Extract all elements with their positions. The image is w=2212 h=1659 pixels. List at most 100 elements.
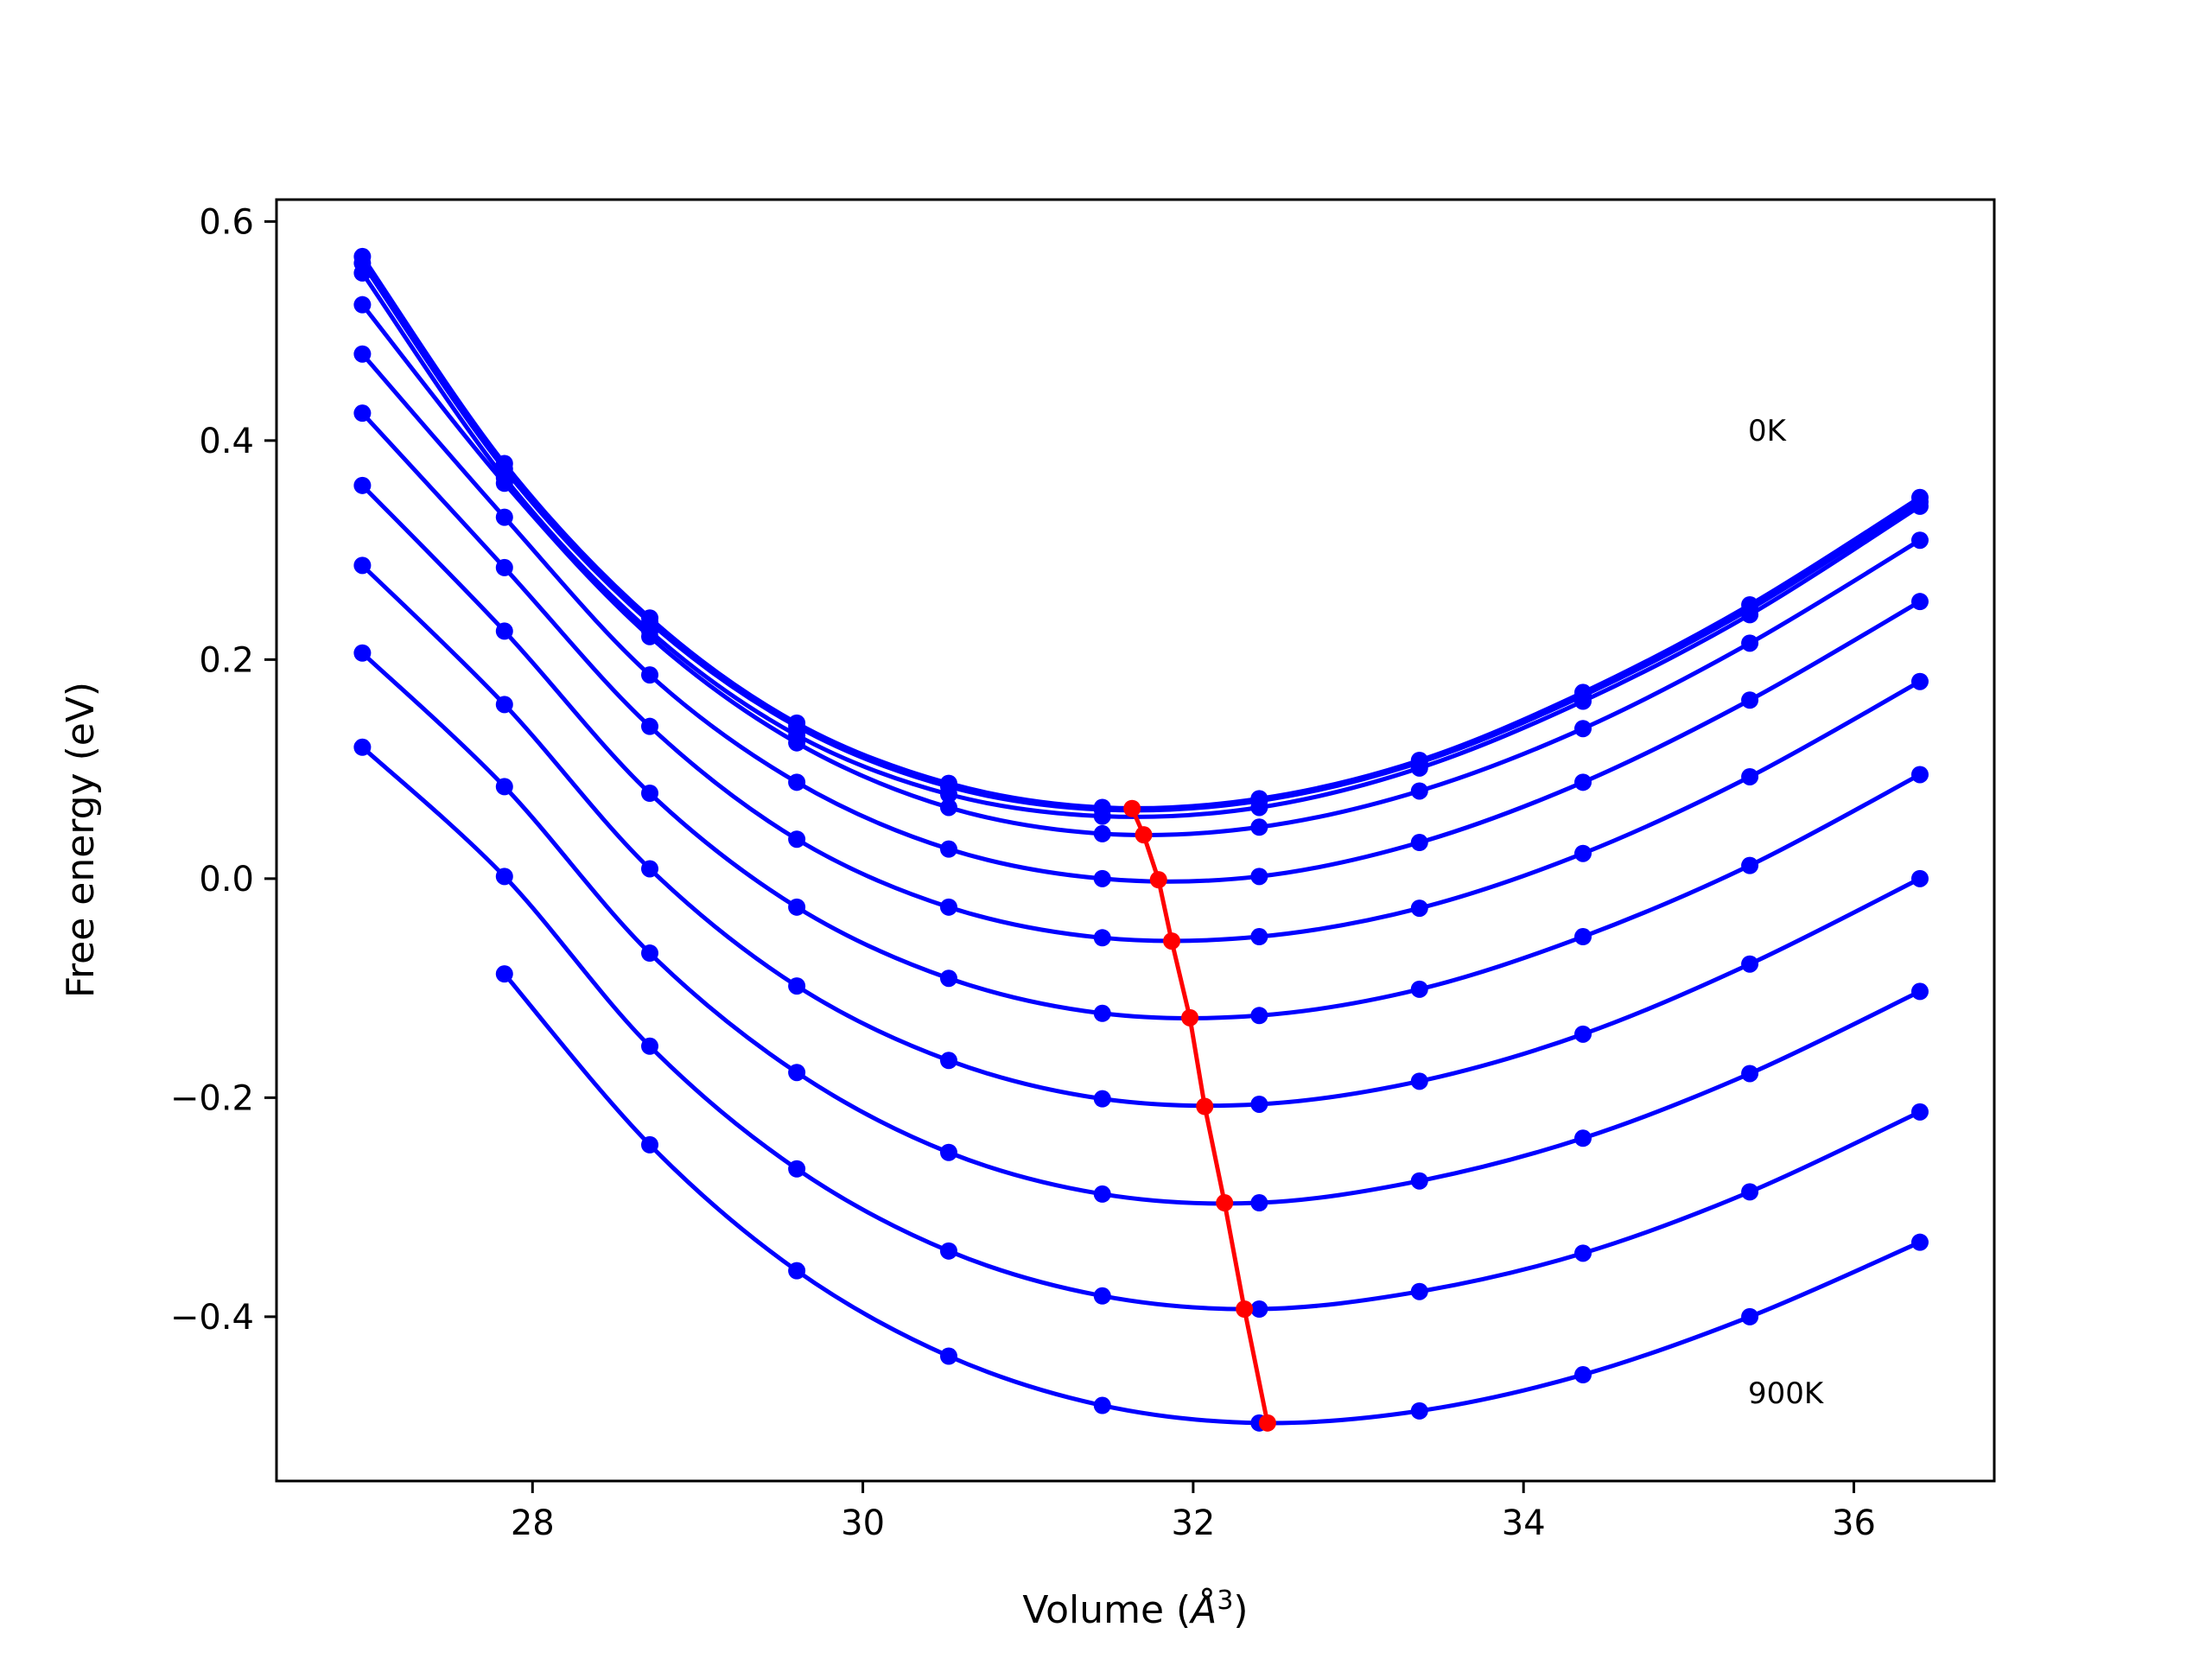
data-point <box>1741 1307 1759 1325</box>
data-point <box>1250 1194 1268 1212</box>
data-point <box>1250 928 1268 946</box>
minimum-point <box>1163 932 1181 950</box>
minimum-point <box>1196 1097 1214 1116</box>
data-point <box>1741 955 1759 973</box>
series-line-4 <box>360 353 1922 884</box>
data-point <box>495 965 513 983</box>
data-point <box>788 1160 806 1178</box>
data-point <box>1410 834 1428 852</box>
data-point <box>353 738 372 756</box>
data-point <box>641 944 659 963</box>
data-point <box>1250 1095 1268 1113</box>
data-point <box>788 734 806 752</box>
data-point <box>495 696 513 714</box>
data-point <box>1574 844 1592 862</box>
data-point <box>939 1052 957 1070</box>
data-point <box>1574 1366 1592 1384</box>
data-point <box>1741 1065 1759 1083</box>
y-tick-label: −0.2 <box>170 1078 254 1118</box>
data-point <box>1250 798 1268 817</box>
data-point <box>1910 982 1929 1001</box>
data-point <box>1910 593 1929 611</box>
y-tick-label: −0.4 <box>170 1298 254 1338</box>
data-point <box>939 898 957 916</box>
y-tick-label: 0.6 <box>199 202 254 242</box>
data-point <box>641 1135 659 1154</box>
data-point <box>1741 856 1759 874</box>
minimum-point <box>1236 1300 1254 1318</box>
data-point <box>939 840 957 858</box>
minimum-point <box>1149 871 1167 889</box>
data-point <box>1910 869 1929 887</box>
data-point <box>353 404 372 423</box>
minimum-point <box>1181 1008 1199 1027</box>
data-point <box>641 1037 659 1055</box>
data-point <box>788 830 806 849</box>
data-point <box>1093 1090 1111 1108</box>
plot-frame <box>275 198 1996 1483</box>
x-axis: 28 30 32 34 36 <box>511 1481 1876 1543</box>
data-point <box>788 1064 806 1082</box>
series-line-10 <box>502 972 1921 1426</box>
data-point <box>1093 807 1111 825</box>
data-point <box>641 784 659 802</box>
data-point <box>495 622 513 640</box>
annotation-0k: 0K <box>1748 414 1788 448</box>
series-line-9 <box>360 745 1922 1312</box>
data-point <box>641 717 659 735</box>
data-point <box>939 969 957 988</box>
data-point <box>353 644 372 662</box>
data-point <box>1410 1072 1428 1090</box>
data-point <box>1410 782 1428 800</box>
data-point <box>641 627 659 645</box>
data-point <box>495 778 513 796</box>
series-line-1 <box>360 262 1922 813</box>
x-tick-label: 30 <box>841 1503 885 1543</box>
data-point <box>1250 818 1268 836</box>
data-point <box>1574 1244 1592 1262</box>
data-point <box>1410 1402 1428 1420</box>
data-point <box>1250 1300 1268 1318</box>
data-point <box>353 556 372 575</box>
data-point <box>1741 691 1759 709</box>
data-point <box>1410 980 1428 998</box>
y-axis-label: Free energy (eV) <box>59 682 103 998</box>
data-point <box>1910 531 1929 550</box>
data-point <box>1250 1007 1268 1025</box>
data-point <box>1910 497 1929 515</box>
data-point <box>1410 759 1428 777</box>
x-tick-label: 36 <box>1832 1503 1876 1543</box>
x-axis-label: Volume (Å3) <box>1022 1586 1248 1632</box>
data-point <box>788 977 806 995</box>
x-tick-label: 28 <box>511 1503 555 1543</box>
data-point <box>1574 773 1592 791</box>
data-point <box>1093 1396 1111 1414</box>
data-point <box>1093 824 1111 842</box>
data-point <box>1741 1183 1759 1201</box>
data-point <box>1410 1172 1428 1190</box>
data-point <box>939 1242 957 1260</box>
y-tick-label: 0.0 <box>199 860 254 899</box>
data-point <box>1910 1233 1929 1251</box>
data-point <box>1910 1103 1929 1121</box>
data-point <box>353 476 372 494</box>
annotation-900k: 900K <box>1748 1376 1825 1411</box>
data-point <box>939 798 957 817</box>
data-point <box>1574 692 1592 710</box>
series-line-8 <box>360 651 1922 1206</box>
data-point <box>1741 606 1759 624</box>
data-point <box>1410 899 1428 918</box>
data-point <box>939 785 957 804</box>
data-point <box>939 1143 957 1161</box>
data-point <box>495 508 513 526</box>
data-point <box>1574 720 1592 738</box>
data-point <box>495 474 513 493</box>
minimum-point <box>1135 826 1153 844</box>
minimum-point <box>1123 799 1141 817</box>
data-point <box>1410 1282 1428 1300</box>
data-point <box>353 345 372 363</box>
minimum-point <box>1216 1194 1234 1212</box>
data-point <box>1574 1025 1592 1043</box>
data-point <box>353 296 372 314</box>
